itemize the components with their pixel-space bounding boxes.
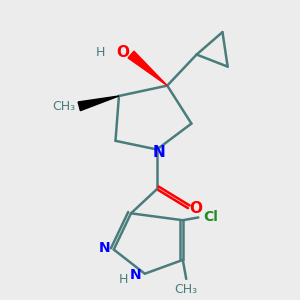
Text: H: H (96, 46, 105, 59)
Text: N: N (152, 145, 165, 160)
Text: N: N (98, 241, 110, 255)
Text: O: O (189, 201, 202, 216)
Text: H: H (119, 273, 128, 286)
Text: O: O (116, 45, 129, 60)
Text: CH₃: CH₃ (175, 283, 198, 296)
Text: CH₃: CH₃ (52, 100, 75, 113)
Polygon shape (78, 96, 119, 111)
Polygon shape (128, 51, 167, 86)
Text: Cl: Cl (204, 210, 218, 224)
Text: N: N (129, 268, 141, 282)
